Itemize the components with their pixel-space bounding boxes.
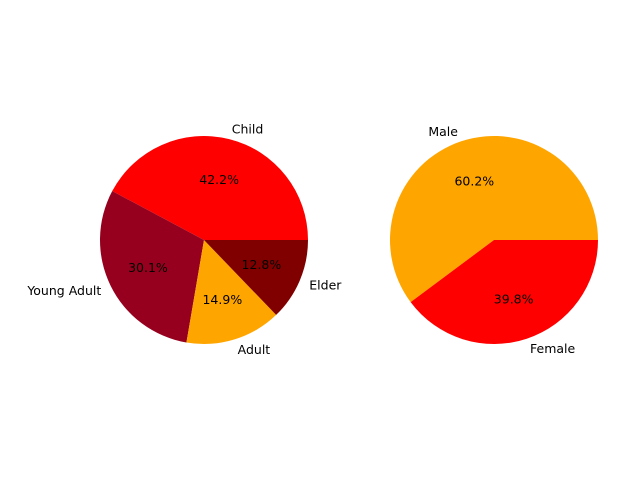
pct-label-female: 39.8% [494, 292, 534, 307]
pie-slice-adult [186, 240, 277, 345]
slice-label-young-adult: Young Adult [26, 283, 101, 298]
pct-label-male: 60.2% [454, 173, 494, 188]
pie-slice-child [112, 136, 309, 240]
pie-chart-gender: 60.2% Male 39.8% Female [390, 124, 598, 356]
slice-label-child: Child [232, 122, 264, 137]
pct-label-young-adult: 30.1% [128, 260, 168, 275]
pie-slice-elder [204, 240, 308, 315]
pie-chart-age-groups: 42.2% Child 30.1% Young Adult 14.9% Adult 12.8… [26, 122, 342, 357]
slice-label-adult: Adult [238, 342, 271, 357]
pie-slice-young-adult [99, 191, 204, 343]
pct-label-elder: 12.8% [242, 257, 282, 272]
slice-label-elder: Elder [309, 277, 342, 292]
pct-label-child: 42.2% [199, 172, 239, 187]
pie-slice-female [410, 240, 598, 344]
slice-label-male: Male [428, 124, 458, 139]
slice-label-female: Female [530, 341, 576, 356]
pie-slice-male [390, 135, 598, 303]
pct-label-adult: 14.9% [202, 292, 242, 307]
